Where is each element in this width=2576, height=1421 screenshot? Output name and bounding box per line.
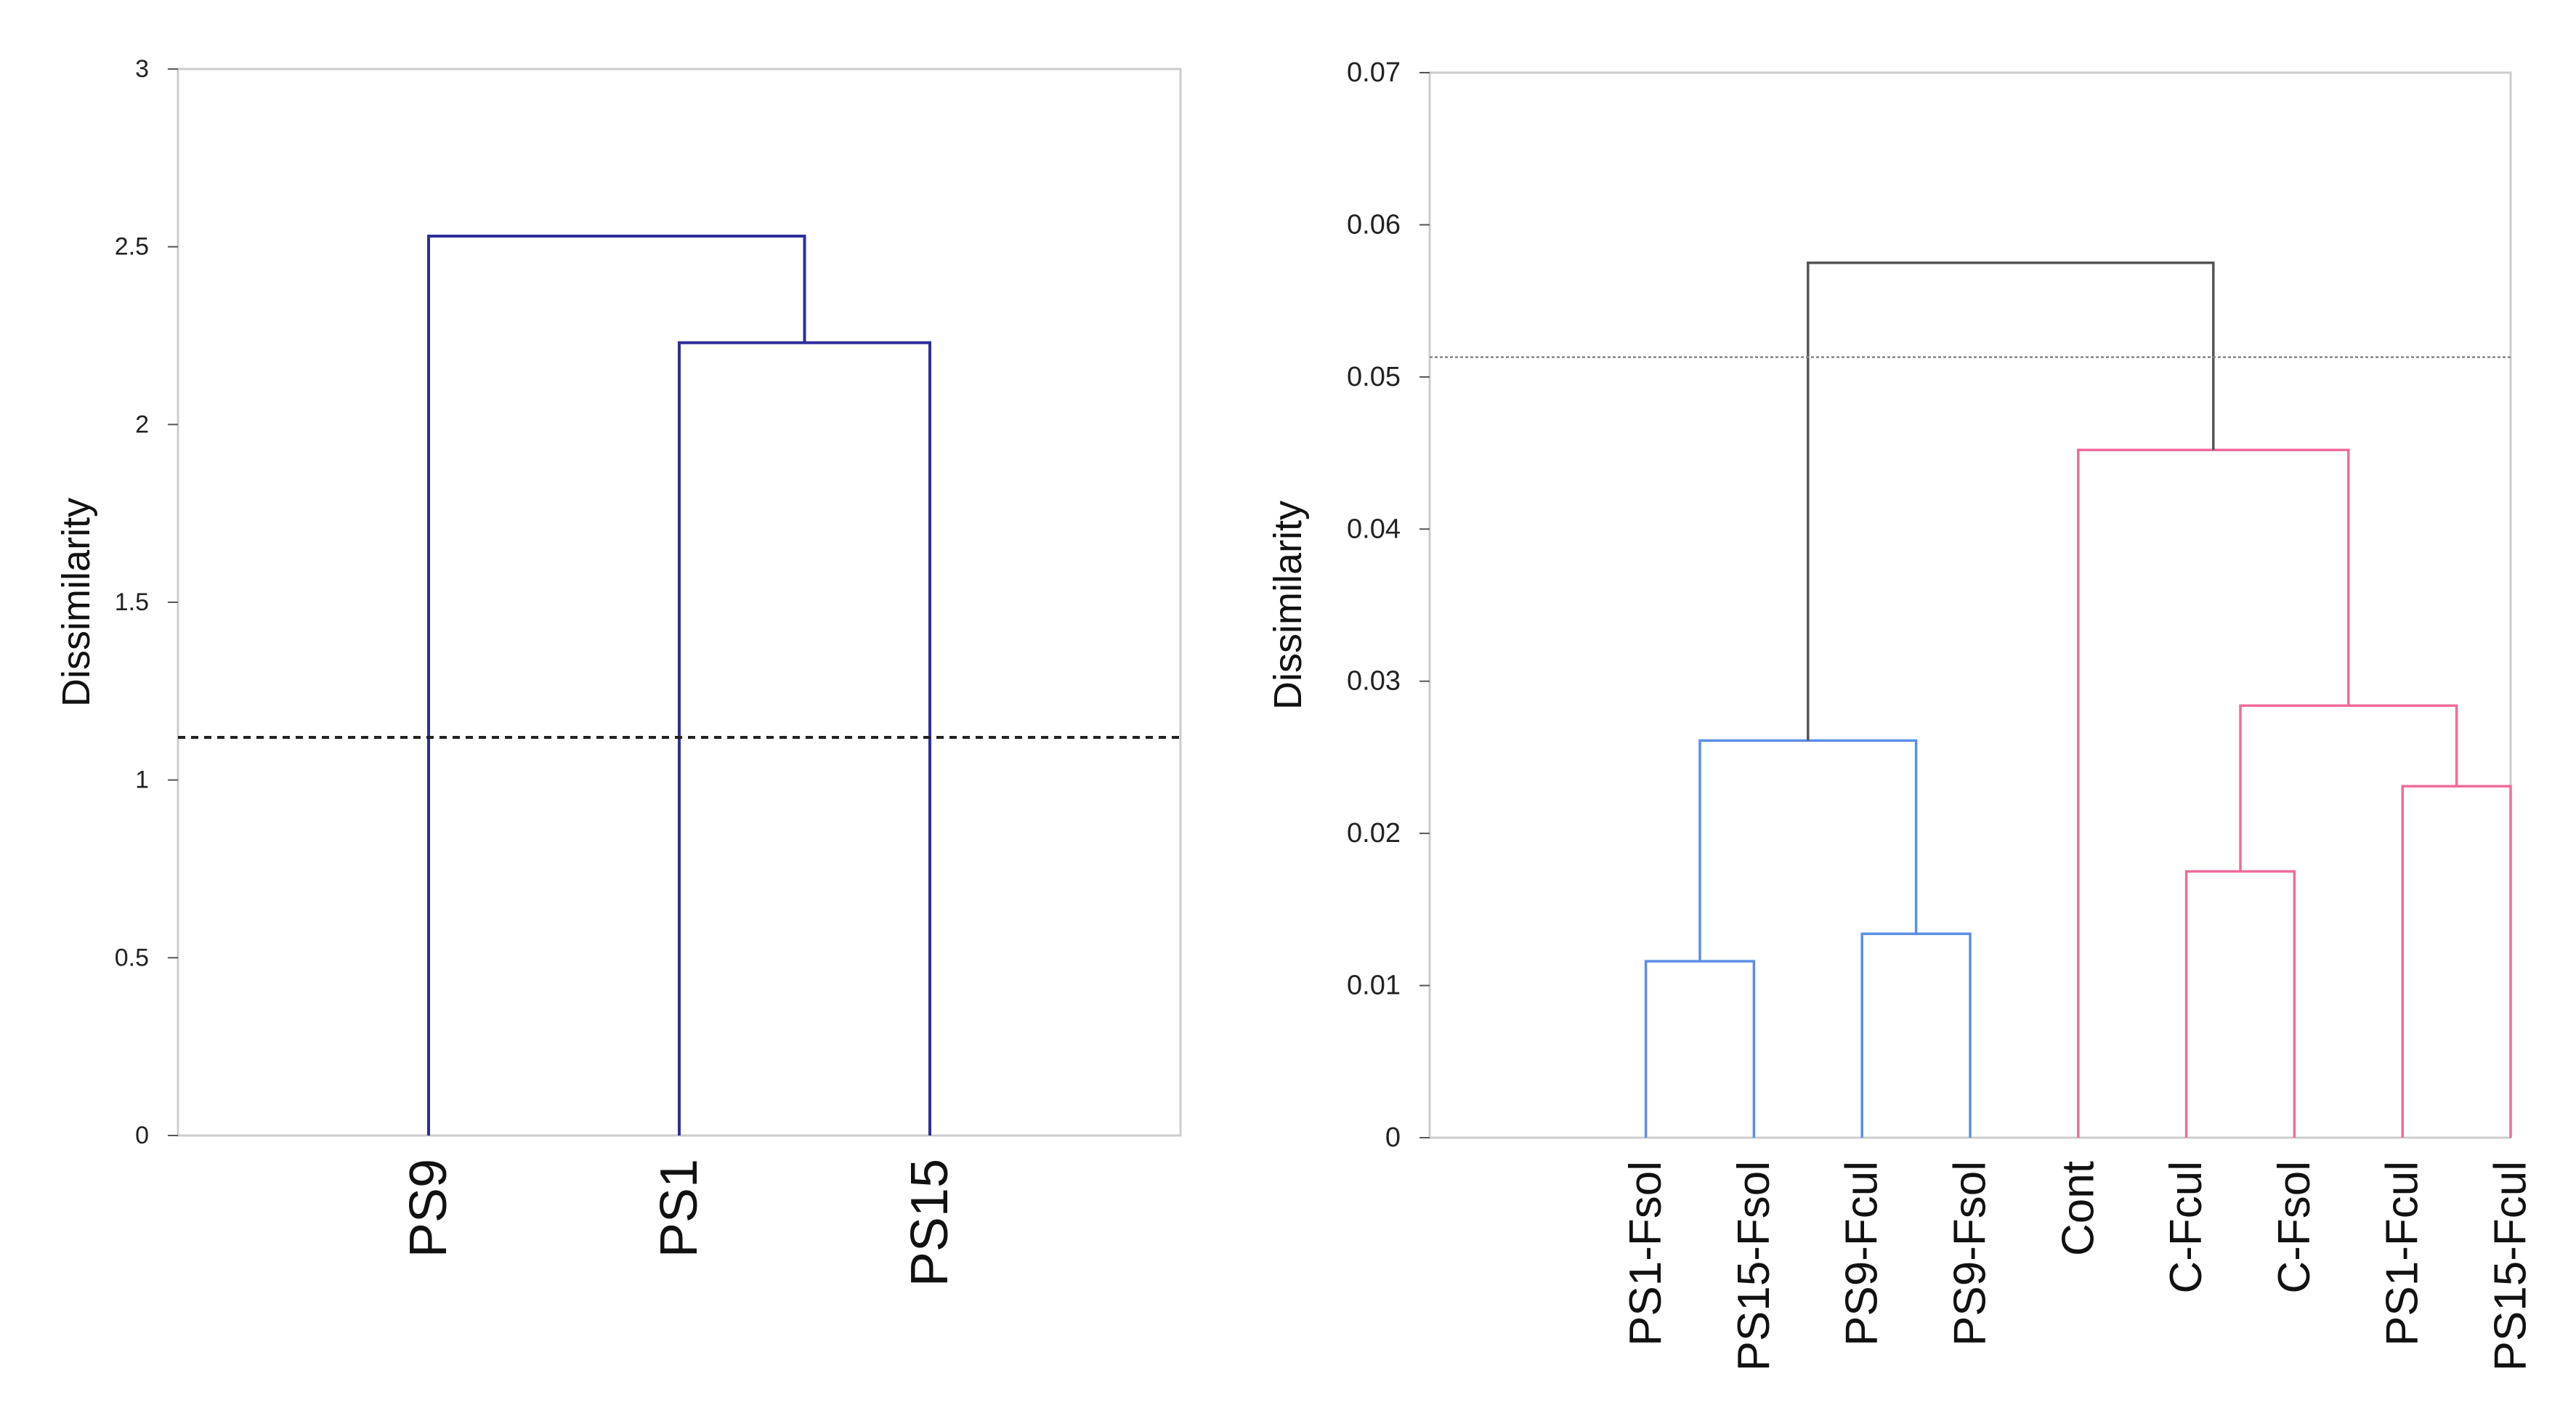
dendrogram-link-1 — [427, 234, 806, 1135]
dendrogram-chart-left: 0 0.5 1 1.5 2 2.5 3 Dissimilarity PS9 PS1 PS15 — [54, 55, 1182, 1287]
leaf-label: PS9-Fsol — [1945, 1161, 1996, 1346]
y-tick-label: 0 — [1385, 1122, 1401, 1153]
y-tick-label: 0.01 — [1347, 971, 1401, 1001]
y-tick-label: 0.02 — [1347, 818, 1401, 849]
dendrogram-link-5 — [2239, 704, 2458, 872]
y-tick-label: 0.07 — [1347, 57, 1401, 88]
y-tick-label: 3 — [135, 55, 149, 83]
y-tick-label: 0.04 — [1347, 514, 1401, 544]
dendrogram-link-2 — [1698, 739, 1918, 962]
leaf-label: PS1-Fsol — [1621, 1161, 1671, 1346]
y-tick-label: 0.06 — [1347, 209, 1401, 240]
dendrogram-link-0 — [1644, 960, 1756, 1138]
leaf-label: C-Fsol — [2269, 1161, 2320, 1294]
leaf-label: C-Fcul — [2161, 1161, 2211, 1294]
leaf-label: PS9-Fcul — [1837, 1161, 1887, 1346]
dendrogram-link-0 — [678, 341, 931, 1135]
dendrogram-link-1 — [1860, 932, 1972, 1138]
leaf-label: Cont — [2053, 1161, 2103, 1256]
dendrogram-link-3 — [2184, 870, 2296, 1138]
y-tick-label: 0 — [135, 1122, 149, 1149]
leaf-label: PS9 — [400, 1159, 458, 1258]
dendrogram-link-7 — [1807, 262, 2215, 741]
y-tick-label: 2 — [135, 410, 149, 438]
leaf-label: PS1 — [650, 1159, 708, 1258]
leaf-label: PS15-Fsol — [1729, 1161, 1779, 1371]
dendrogram-link-6 — [2077, 448, 2350, 1138]
y-axis-title: Dissimilarity — [1266, 501, 1310, 710]
y-tick-label: 0.03 — [1347, 666, 1401, 697]
leaf-label: PS1-Fcul — [2378, 1161, 2428, 1346]
y-tick-label: 0.05 — [1347, 362, 1401, 392]
dendrogram-link-4 — [2401, 785, 2512, 1138]
y-tick-label: 1.5 — [115, 588, 149, 616]
y-axis-title: Dissimilarity — [54, 498, 98, 707]
dendrogram-chart-right: 0 0.01 0.02 0.03 0.04 0.05 0.06 0.07 Dissimilari… — [1266, 57, 2536, 1371]
y-tick-label: 1 — [135, 766, 149, 794]
leaf-label: PS15 — [901, 1159, 959, 1287]
leaf-label: PS15-Fcul — [2486, 1161, 2536, 1371]
y-tick-label: 2.5 — [115, 233, 149, 261]
y-tick-label: 0.5 — [115, 944, 149, 971]
